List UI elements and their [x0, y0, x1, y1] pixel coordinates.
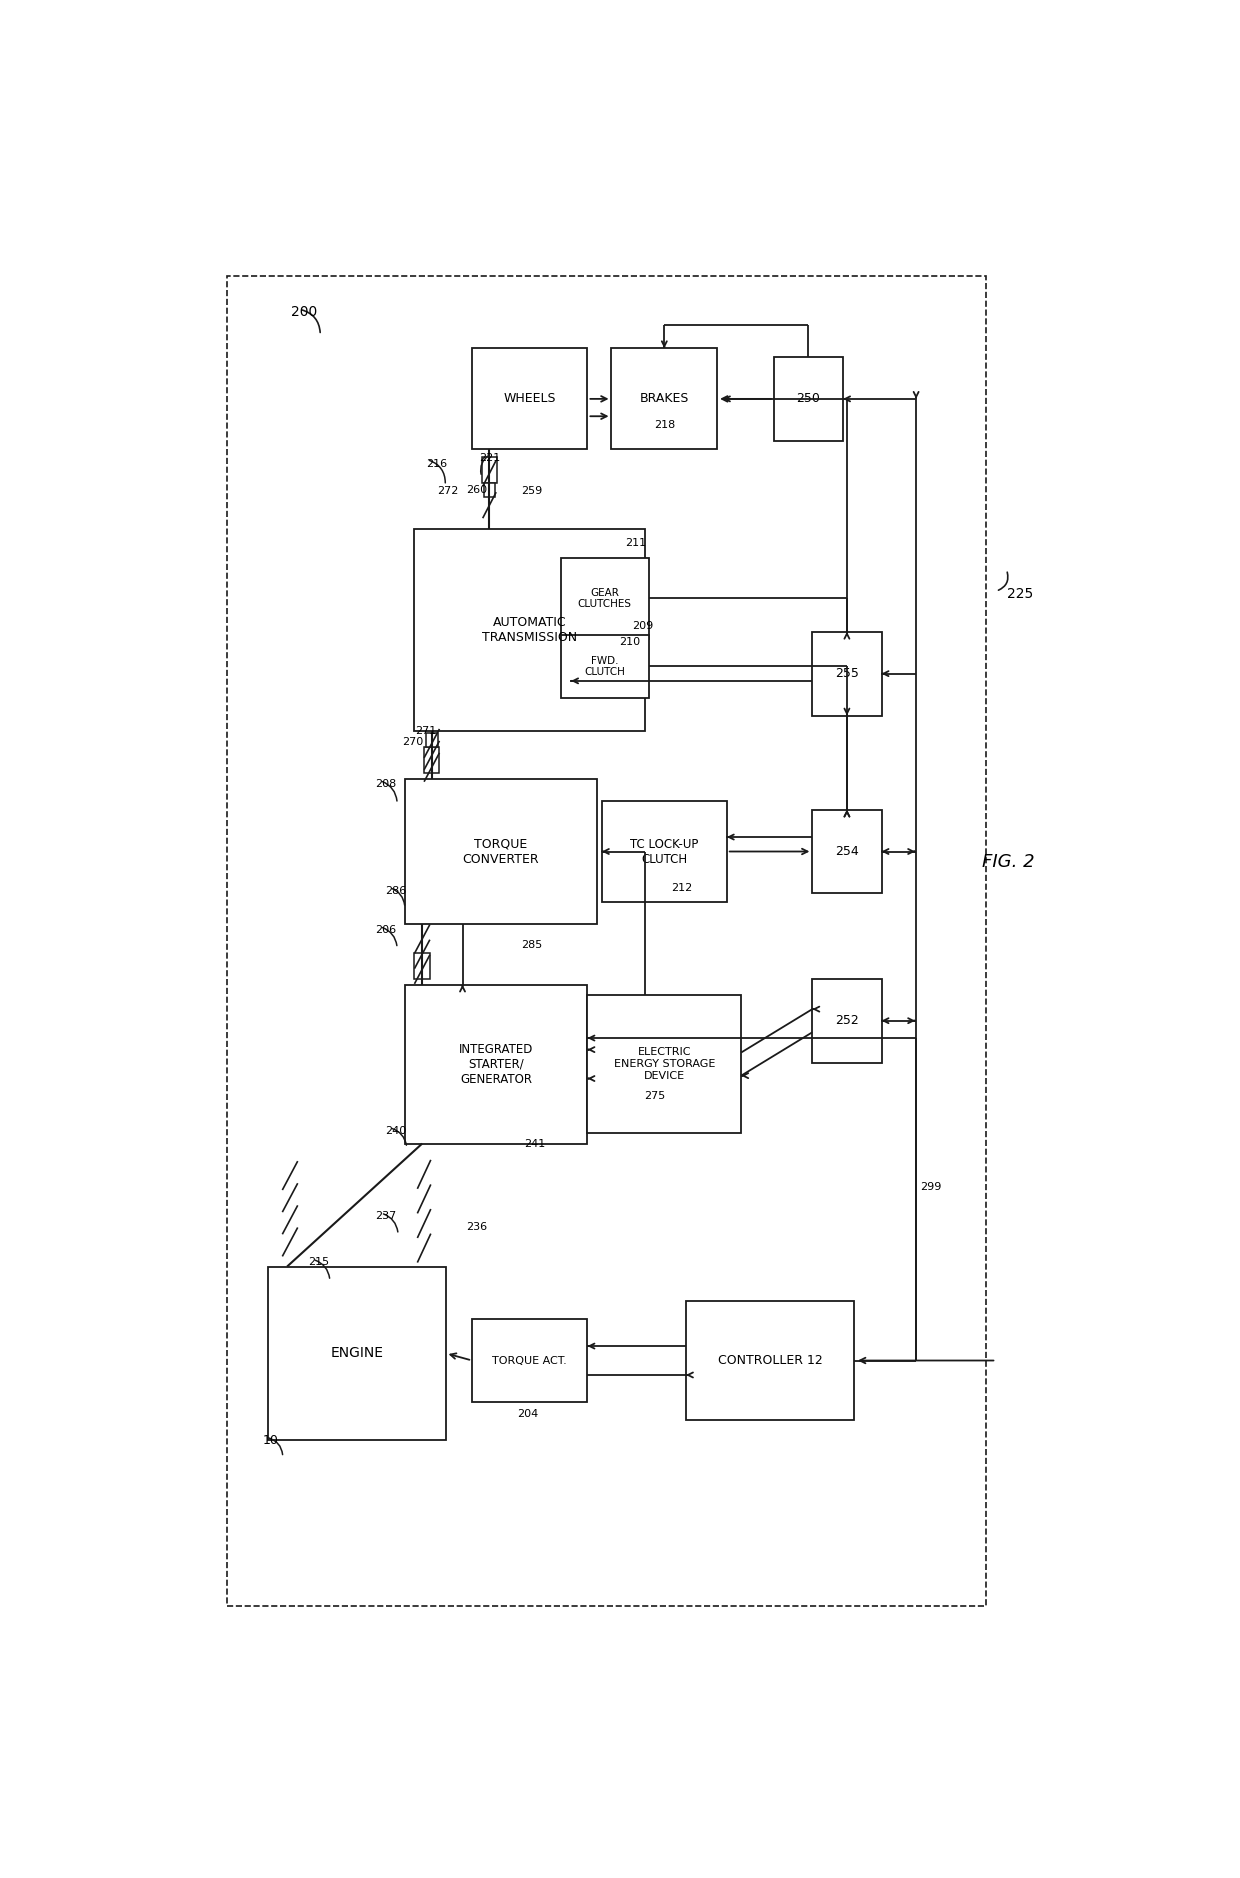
Text: 237: 237: [374, 1211, 397, 1221]
Text: ENGINE: ENGINE: [330, 1347, 383, 1360]
Bar: [481, 456, 497, 483]
Text: 240: 240: [384, 1125, 405, 1136]
Bar: [414, 530, 645, 731]
Text: 286: 286: [384, 886, 405, 896]
Bar: [227, 276, 986, 1606]
Bar: [686, 1301, 854, 1420]
Text: 254: 254: [835, 845, 859, 858]
Text: TORQUE ACT.: TORQUE ACT.: [492, 1356, 567, 1365]
Text: 275: 275: [644, 1091, 666, 1101]
Text: 285: 285: [521, 941, 542, 950]
Text: 271: 271: [415, 727, 436, 736]
Text: INTEGRATED
STARTER/
GENERATOR: INTEGRATED STARTER/ GENERATOR: [459, 1042, 533, 1085]
Bar: [472, 1318, 588, 1403]
Text: FIG. 2: FIG. 2: [982, 853, 1034, 871]
Text: 236: 236: [466, 1223, 487, 1232]
Text: 299: 299: [920, 1181, 941, 1193]
Text: 211: 211: [625, 539, 646, 548]
Bar: [404, 984, 588, 1144]
Text: 272: 272: [438, 486, 459, 496]
Text: BRAKES: BRAKES: [640, 393, 689, 406]
Bar: [484, 483, 495, 498]
Bar: [774, 357, 843, 441]
Text: 225: 225: [1007, 588, 1033, 601]
Text: 215: 215: [308, 1256, 329, 1268]
Bar: [812, 978, 882, 1063]
Bar: [588, 995, 742, 1132]
Text: 250: 250: [796, 393, 821, 406]
Text: 270: 270: [402, 736, 423, 747]
Text: 216: 216: [427, 458, 448, 470]
Bar: [812, 631, 882, 716]
Text: 218: 218: [653, 421, 675, 430]
Text: WHEELS: WHEELS: [503, 393, 556, 406]
Bar: [414, 952, 430, 978]
Text: 10: 10: [263, 1433, 278, 1446]
Bar: [472, 347, 588, 449]
Text: 210: 210: [619, 637, 640, 646]
Text: TC LOCK-UP
CLUTCH: TC LOCK-UP CLUTCH: [630, 838, 698, 866]
Bar: [404, 779, 598, 924]
Bar: [427, 732, 438, 747]
Bar: [601, 800, 727, 901]
Text: 208: 208: [374, 779, 397, 789]
Bar: [560, 558, 649, 639]
Text: 206: 206: [374, 924, 397, 935]
Text: 204: 204: [517, 1408, 538, 1420]
Text: FWD.
CLUTCH: FWD. CLUTCH: [584, 655, 625, 678]
Text: GEAR
CLUTCHES: GEAR CLUTCHES: [578, 588, 631, 608]
Bar: [611, 347, 717, 449]
Text: ELECTRIC
ENERGY STORAGE
DEVICE: ELECTRIC ENERGY STORAGE DEVICE: [614, 1048, 715, 1080]
Bar: [424, 747, 439, 774]
Text: 209: 209: [632, 622, 653, 631]
Text: AUTOMATIC
TRANSMISSION: AUTOMATIC TRANSMISSION: [482, 616, 578, 644]
Bar: [812, 809, 882, 894]
Text: 260: 260: [466, 485, 487, 496]
Text: 200: 200: [291, 304, 317, 319]
Text: 255: 255: [835, 667, 859, 680]
Bar: [268, 1266, 445, 1440]
Text: TORQUE
CONVERTER: TORQUE CONVERTER: [463, 838, 539, 866]
Text: CONTROLLER 12: CONTROLLER 12: [718, 1354, 822, 1367]
Bar: [560, 635, 649, 699]
Text: 241: 241: [525, 1138, 546, 1149]
Text: 252: 252: [835, 1014, 859, 1027]
Text: 221: 221: [479, 453, 500, 464]
Text: 212: 212: [671, 883, 692, 892]
Text: 259: 259: [521, 486, 542, 496]
